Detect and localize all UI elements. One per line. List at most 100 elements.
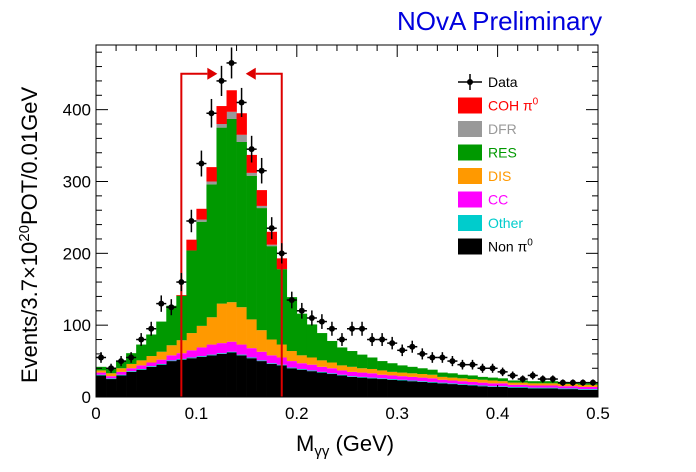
legend-entry-dis: DIS	[458, 168, 511, 184]
bar-non-0	[136, 369, 147, 397]
bar-dis	[527, 383, 539, 386]
bar-res	[206, 184, 217, 318]
bar-dis	[577, 384, 589, 387]
legend-label-cc: CC	[488, 192, 508, 208]
bar-non-0	[537, 388, 549, 397]
bar-non-0	[517, 387, 529, 397]
bar-non-0	[437, 383, 448, 397]
bar-cc	[387, 375, 398, 380]
bar-other	[246, 357, 257, 359]
bar-non-0	[377, 379, 388, 397]
bar-non-0	[146, 366, 157, 397]
legend-label-text: COH π	[488, 98, 533, 114]
bar-dfr	[226, 111, 237, 119]
tick-labels: 0 0.1 0.2 0.3 0.4 0.5 0 100 200 300 400	[63, 101, 610, 423]
bar-res	[266, 246, 278, 340]
bar-non-0	[367, 378, 378, 397]
x-axis-title: Mγγ (GeV)	[296, 431, 394, 460]
x-tick-label: 0	[91, 404, 100, 423]
bar-res	[357, 354, 368, 369]
bar-other	[437, 382, 448, 384]
data-point	[399, 347, 406, 354]
plot-frame	[95, 44, 599, 398]
bar-dis	[116, 368, 127, 372]
bar-dis	[377, 370, 388, 375]
data-point	[198, 160, 205, 167]
bar-non-0	[407, 381, 418, 397]
data-point	[128, 354, 135, 361]
bar-other	[206, 354, 217, 356]
bar-res	[387, 363, 398, 372]
data-point	[549, 376, 556, 383]
data-point	[469, 361, 476, 368]
bar-cc	[357, 372, 368, 377]
bar-non-0	[216, 353, 227, 397]
legend-label-superscript: 0	[533, 97, 539, 108]
bar-coh-0	[206, 167, 217, 182]
legend-label-data: Data	[488, 74, 518, 90]
bar-cc	[577, 386, 589, 390]
y-axis-title: Events/3.7×1020POT/0.01GeV	[16, 87, 42, 383]
bar-coh-0	[186, 239, 197, 251]
bar-cc	[256, 351, 267, 361]
legend-swatch-dis	[458, 168, 482, 184]
bar-non-0	[347, 376, 358, 397]
bar-res	[497, 378, 508, 382]
data-point	[328, 325, 335, 332]
legend-entry-coh-0: COH π0	[458, 97, 539, 114]
bar-cc	[206, 344, 217, 355]
bar-cc	[407, 376, 418, 381]
legend-label-text: DFR	[488, 121, 517, 137]
bar-non-0	[467, 385, 478, 397]
x-tick-label: 0.5	[586, 404, 610, 423]
bar-non-0	[256, 361, 267, 397]
bar-non-0	[527, 388, 539, 397]
bar-other	[96, 374, 107, 376]
bar-res	[156, 321, 167, 352]
bar-dis	[367, 368, 378, 374]
bar-cc	[587, 386, 599, 390]
legend-label-coh-0: COH π0	[488, 97, 539, 114]
data-point	[529, 372, 536, 379]
bar-non-0	[116, 375, 127, 397]
data-point	[288, 297, 295, 304]
bar-res	[136, 344, 147, 361]
bar-other	[427, 381, 438, 383]
data-point	[559, 379, 566, 386]
bar-res	[246, 175, 257, 320]
data-point	[489, 365, 496, 372]
bar-non-0	[316, 372, 328, 397]
axis-ticks	[95, 45, 599, 398]
data-point	[188, 218, 195, 224]
bar-cc	[377, 374, 388, 379]
bar-non-0	[326, 374, 338, 397]
bar-other	[236, 354, 247, 356]
bar-dis	[457, 378, 468, 382]
bar-dis	[236, 307, 247, 345]
bar-non-0	[417, 381, 428, 397]
bar-other	[136, 368, 147, 370]
bar-res	[216, 127, 227, 304]
bar-other	[487, 386, 498, 387]
bar-other	[447, 383, 458, 385]
data-point	[389, 340, 396, 347]
bar-non-0	[336, 375, 348, 397]
bar-dis	[477, 379, 488, 383]
bar-res	[377, 361, 388, 371]
legend-label-text: Non π	[488, 239, 528, 255]
bar-cc	[196, 347, 207, 357]
data-point	[118, 358, 125, 365]
bar-other	[146, 366, 157, 367]
bar-cc	[367, 373, 378, 378]
bar-other	[286, 367, 298, 369]
data-point	[178, 279, 185, 286]
bar-other	[587, 389, 599, 390]
bar-dis	[397, 372, 408, 377]
bar-cc	[427, 378, 438, 382]
data-point	[308, 314, 315, 321]
bar-dis	[156, 351, 167, 360]
bar-other	[256, 360, 267, 362]
data-point	[258, 167, 265, 174]
